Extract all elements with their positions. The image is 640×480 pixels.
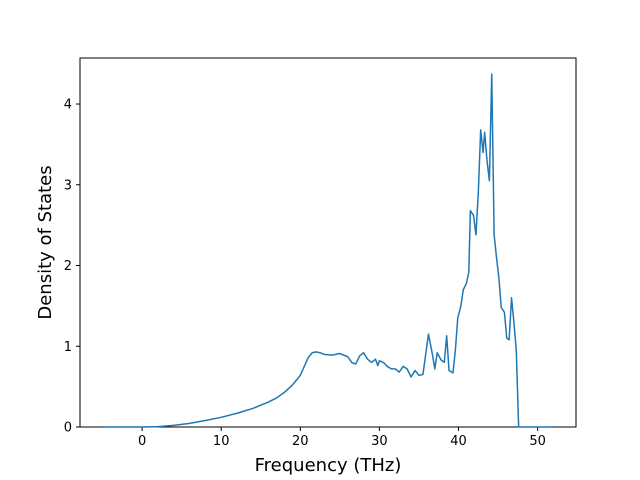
x-tick-label: 0 [138, 434, 146, 449]
x-tick-label: 20 [292, 434, 309, 449]
y-tick-label: 2 [64, 259, 72, 274]
x-tick-label: 40 [450, 434, 467, 449]
x-axis-label: Frequency (THz) [255, 455, 402, 476]
y-tick-label: 3 [64, 178, 72, 193]
y-tick-label: 4 [64, 98, 72, 113]
y-tick-label: 1 [64, 340, 72, 355]
x-tick-label: 50 [529, 434, 546, 449]
x-tick-label: 30 [371, 434, 388, 449]
x-tick-label: 10 [213, 434, 230, 449]
y-tick-label: 0 [64, 421, 72, 436]
dos-line [102, 73, 554, 428]
plot-frame [79, 57, 577, 428]
y-axis-label: Density of States [35, 165, 56, 319]
